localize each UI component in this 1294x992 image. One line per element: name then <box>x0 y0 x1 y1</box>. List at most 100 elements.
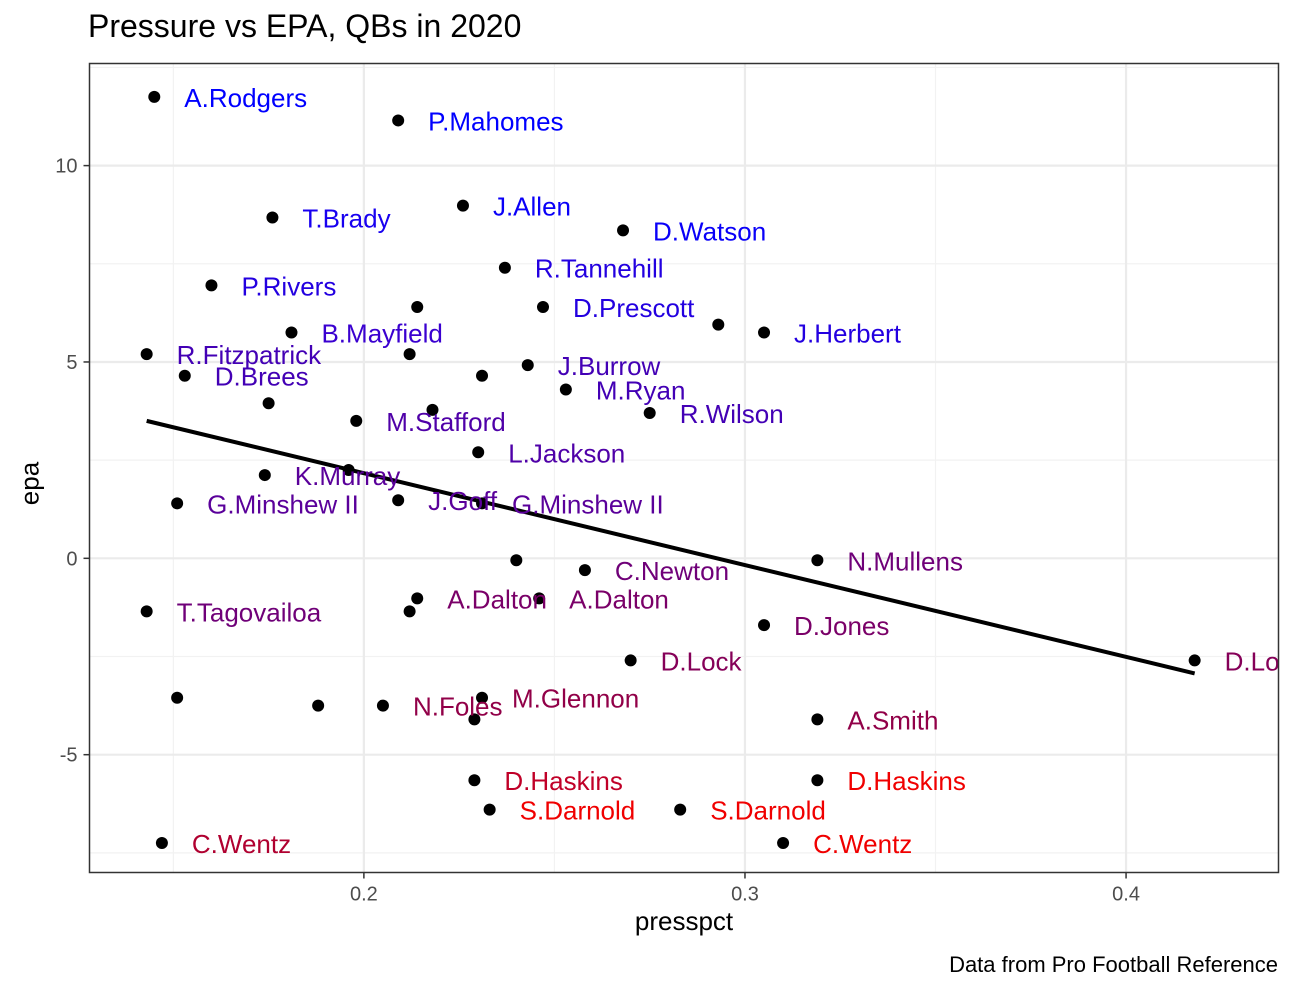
point-label: D.Lock <box>1225 646 1294 676</box>
point-label: P.Mahomes <box>428 106 563 136</box>
chart-title: Pressure vs EPA, QBs in 2020 <box>88 8 522 44</box>
data-point <box>758 326 771 339</box>
data-point <box>536 300 549 313</box>
y-tick-label: 10 <box>55 156 77 178</box>
point-label: K.Murray <box>295 461 400 491</box>
point-label: D.Lock <box>661 646 743 676</box>
data-point <box>392 114 405 127</box>
labels-layer: A.Rodgers P.Mahomes T.Brady J.Allen D.Watson… <box>177 83 1294 859</box>
data-point <box>472 446 485 459</box>
point-label: R.Wilson <box>680 399 784 429</box>
data-point <box>777 837 790 850</box>
data-point <box>312 699 325 712</box>
data-point <box>342 463 355 476</box>
point-label: D.Prescott <box>573 293 695 323</box>
point-label: S.Darnold <box>710 796 826 826</box>
y-tick-label: 0 <box>66 548 77 570</box>
data-point <box>476 691 489 704</box>
data-point <box>262 397 275 410</box>
point-label: M.Stafford <box>386 407 505 437</box>
data-point <box>392 494 405 507</box>
data-point <box>140 348 153 361</box>
data-point <box>533 592 546 605</box>
y-tick-label: 5 <box>66 352 77 374</box>
axis-layer: 0.2 0.3 0.4 -5 0 5 10 <box>55 156 1140 906</box>
point-label: L.Jackson <box>508 438 625 468</box>
x-tick-label: 0.3 <box>731 884 759 906</box>
data-point <box>171 691 184 704</box>
data-point <box>426 403 439 416</box>
point-label: M.Ryan <box>596 375 686 405</box>
data-point <box>376 699 389 712</box>
data-point <box>411 300 424 313</box>
data-point <box>468 774 481 787</box>
data-point <box>258 469 271 482</box>
point-label: C.Newton <box>615 556 729 586</box>
point-label: D.Jones <box>794 611 889 641</box>
point-label: T.Tagovailoa <box>177 597 322 627</box>
data-point <box>285 326 298 339</box>
trend-line <box>146 418 1196 676</box>
data-point <box>266 211 279 224</box>
panel-border <box>88 62 1280 874</box>
data-point <box>403 605 416 618</box>
data-point <box>498 261 511 274</box>
x-tick-label: 0.4 <box>1112 884 1140 906</box>
data-point <box>350 414 363 427</box>
point-label: A.Dalton <box>569 584 669 614</box>
point-label: A.Dalton <box>447 584 547 614</box>
point-label: R.Tannehill <box>535 254 664 284</box>
trend-layer <box>146 418 1196 676</box>
point-label: N.Mullens <box>847 546 963 576</box>
y-axis-title: epa <box>14 461 45 506</box>
point-label: A.Rodgers <box>184 83 307 113</box>
data-point <box>140 605 153 618</box>
data-point <box>811 774 824 787</box>
point-label: R.Fitzpatrick <box>177 340 322 370</box>
point-label: J.Allen <box>493 192 571 222</box>
point-label: T.Brady <box>302 203 390 233</box>
point-label: J.Goff <box>428 486 498 516</box>
data-point <box>712 318 725 331</box>
point-label: C.Wentz <box>192 829 291 859</box>
y-tick-label: -5 <box>60 745 78 767</box>
point-label: J.Burrow <box>558 351 661 381</box>
data-point <box>624 654 637 667</box>
point-label: B.Mayfield <box>321 319 442 349</box>
chart-caption: Data from Pro Football Reference <box>949 952 1278 977</box>
data-point <box>171 497 184 510</box>
points-layer <box>140 90 1201 850</box>
data-point <box>178 369 191 382</box>
data-point <box>521 359 534 372</box>
point-label: J.Herbert <box>794 319 902 349</box>
point-label: D.Watson <box>653 216 766 246</box>
point-label: C.Wentz <box>813 829 912 859</box>
data-point <box>510 554 523 567</box>
data-point <box>483 803 496 816</box>
data-point <box>403 348 416 361</box>
point-label: N.Foles <box>413 692 503 722</box>
point-label: S.Darnold <box>520 796 636 826</box>
data-point <box>1188 654 1201 667</box>
point-label: A.Smith <box>847 705 938 735</box>
grid-layer <box>89 63 1279 873</box>
data-point <box>411 592 424 605</box>
data-point <box>811 554 824 567</box>
x-axis-title: presspct <box>634 906 734 936</box>
point-label: D.Haskins <box>504 766 622 796</box>
data-point <box>578 564 591 577</box>
data-point <box>155 837 168 850</box>
point-label: D.Haskins <box>847 766 965 796</box>
point-label: P.Rivers <box>241 271 336 301</box>
data-point <box>468 713 481 726</box>
data-point <box>758 619 771 632</box>
data-point <box>476 369 489 382</box>
point-label: G.Minshew II <box>512 489 664 519</box>
point-label: G.Minshew II <box>207 489 359 519</box>
point-label: M.Glennon <box>512 684 639 714</box>
data-point <box>643 407 656 420</box>
x-tick-label: 0.2 <box>350 884 378 906</box>
data-point <box>476 497 489 510</box>
data-point <box>674 803 687 816</box>
